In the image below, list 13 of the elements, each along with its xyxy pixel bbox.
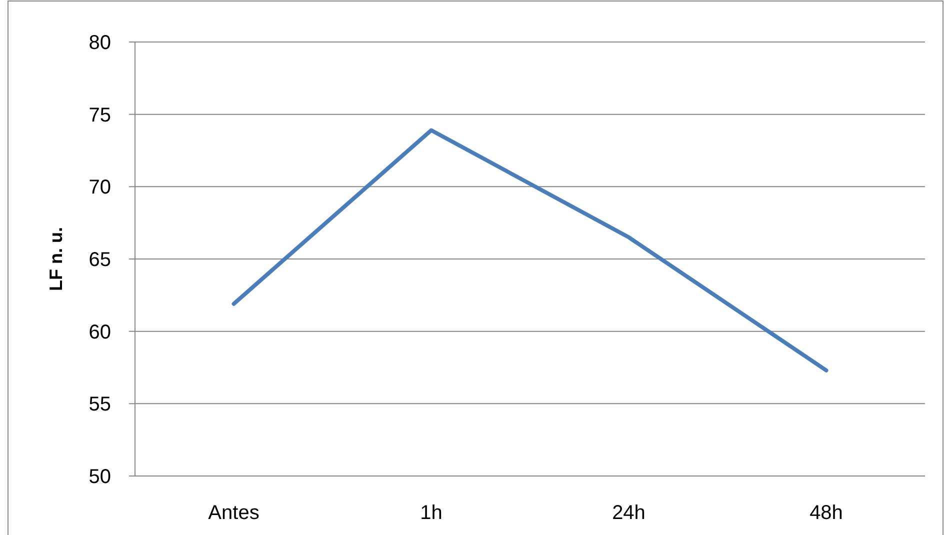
y-axis-title: LF n. u.	[46, 227, 66, 291]
y-tick-label: 55	[88, 394, 111, 416]
x-tick-label: 48h	[810, 502, 843, 524]
y-tick-label: 75	[88, 104, 111, 126]
x-tick-label: 24h	[612, 502, 646, 524]
y-tick-label: 50	[88, 466, 111, 488]
y-tick-label: 65	[88, 249, 111, 271]
y-tick-label: 60	[88, 321, 111, 344]
x-tick-label: 1h	[420, 502, 442, 524]
y-tick-label: 70	[88, 176, 111, 199]
y-tick-label: 80	[88, 32, 111, 54]
line-series	[232, 128, 828, 372]
x-tick-label: Antes	[208, 502, 260, 524]
